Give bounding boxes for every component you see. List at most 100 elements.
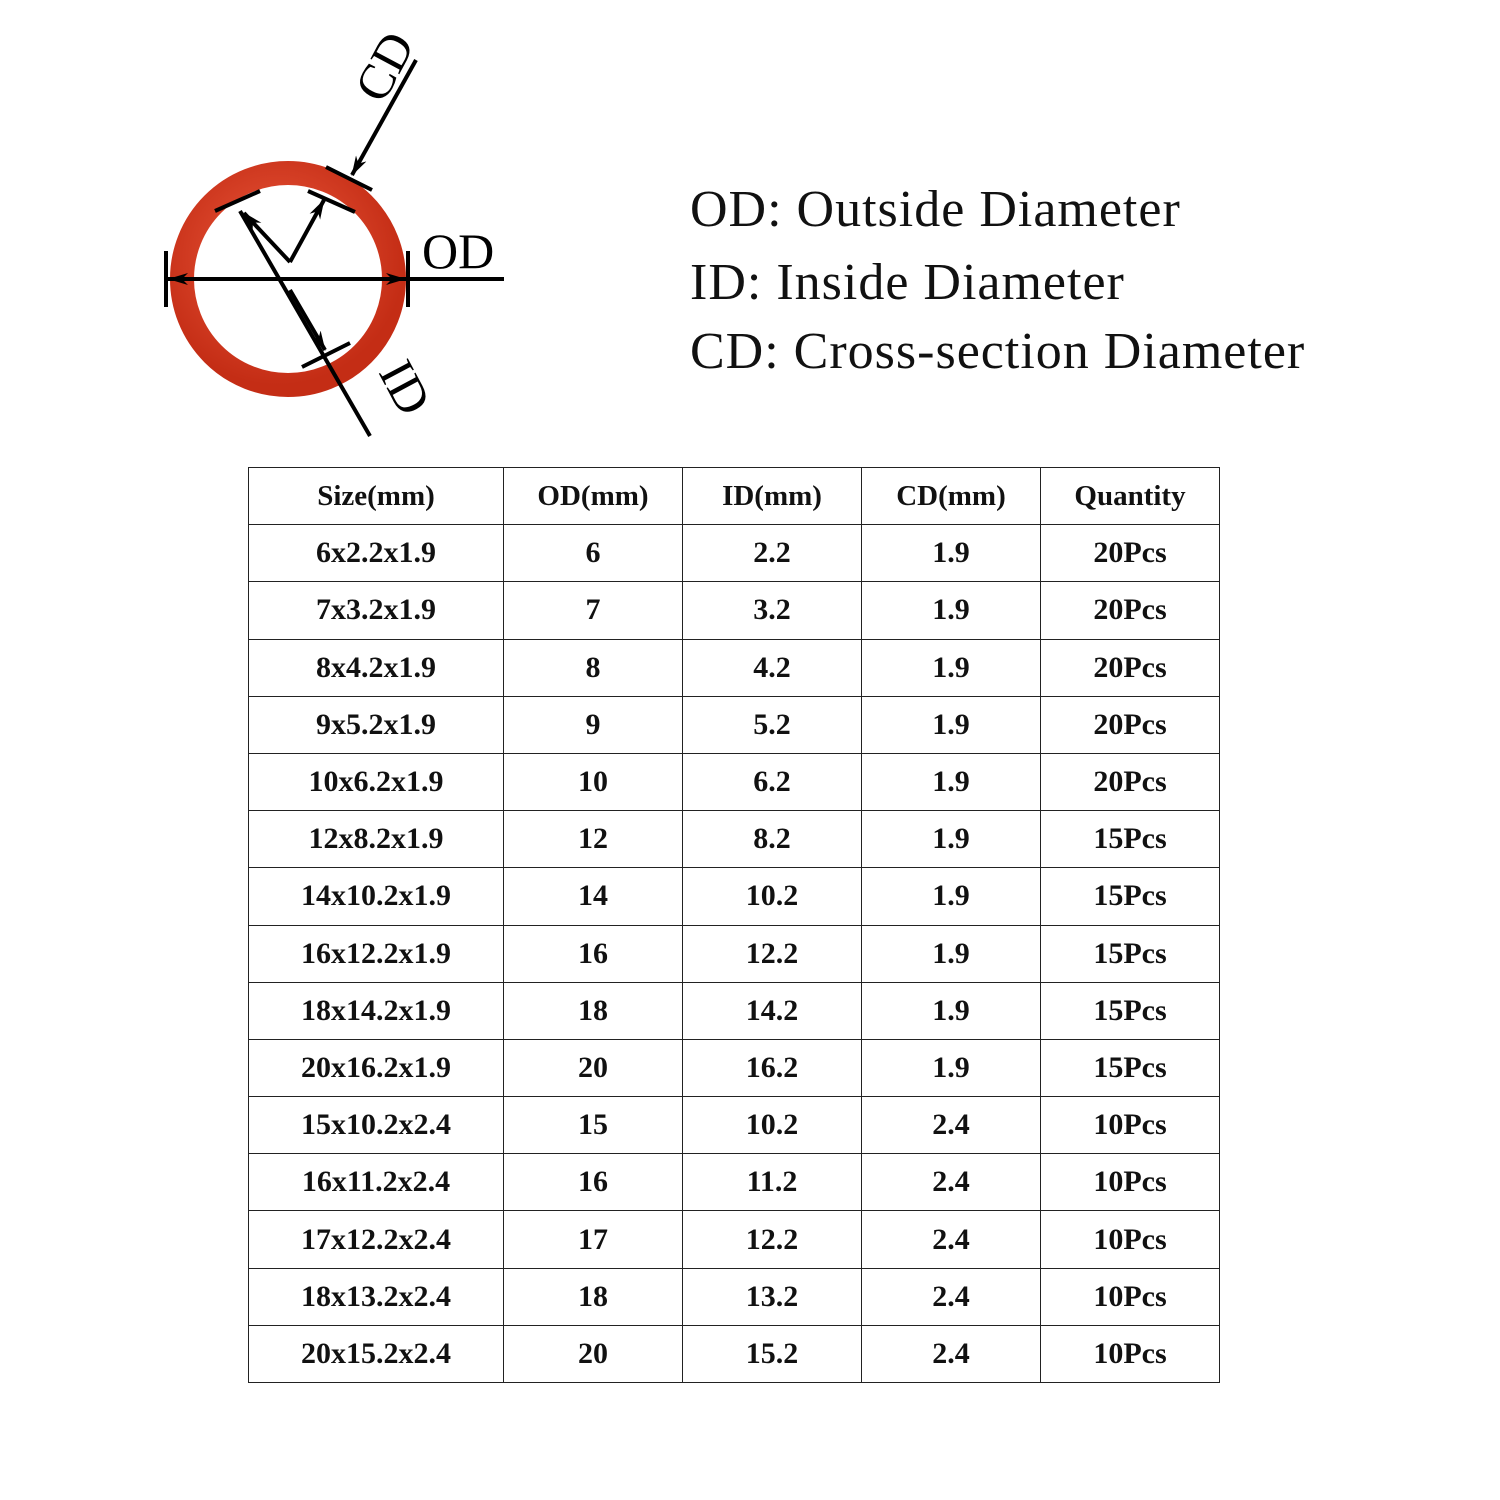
legend-id: ID: Inside Diameter — [690, 254, 1125, 311]
table-cell: 1.9 — [861, 638, 1041, 697]
column-header: CD(mm) — [861, 466, 1041, 526]
table-row: 17x12.2x2.4 17 12.2 2.4 10Pcs — [248, 1210, 1220, 1269]
table-row: 9x5.2x1.9 9 5.2 1.9 20Pcs — [248, 695, 1220, 754]
table-cell: 2.4 — [861, 1210, 1041, 1269]
table-cell: 10 — [503, 752, 683, 812]
table-cell: 14x10.2x1.9 — [248, 867, 504, 926]
table-cell: 20 — [503, 1324, 683, 1384]
table-cell: 16 — [503, 1153, 683, 1212]
table-cell: 20Pcs — [1040, 524, 1220, 583]
table-cell: 2.4 — [861, 1267, 1041, 1326]
table-cell: 6 — [503, 524, 683, 583]
table-cell: 1.9 — [861, 867, 1041, 926]
table-cell: 10x6.2x1.9 — [248, 752, 504, 812]
id-dimension — [214, 189, 372, 438]
table-cell: 18x14.2x1.9 — [248, 981, 504, 1040]
table-cell: 5.2 — [682, 695, 862, 754]
legend-cd: CD: Cross-section Diameter — [690, 323, 1306, 380]
table-cell: 1.9 — [861, 524, 1041, 583]
table-cell: 9 — [503, 695, 683, 754]
table-row: 20x15.2x2.4 20 15.2 2.4 10Pcs — [248, 1324, 1220, 1384]
table-cell: 18 — [503, 981, 683, 1040]
table-cell: 8x4.2x1.9 — [248, 638, 504, 697]
table-row: 20x16.2x1.9 20 16.2 1.9 15Pcs — [248, 1038, 1220, 1098]
table-cell: 1.9 — [861, 581, 1041, 640]
table-cell: 12.2 — [682, 924, 862, 983]
o-ring-diagram: OD CD ID — [164, 23, 504, 438]
table-cell: 8 — [503, 638, 683, 697]
table-cell: 1.9 — [861, 810, 1041, 869]
table-row: 6x2.2x1.9 6 2.2 1.9 20Pcs — [248, 524, 1220, 583]
table-cell: 10Pcs — [1040, 1267, 1220, 1326]
table-cell: 3.2 — [682, 581, 862, 640]
table-row: 7x3.2x1.9 7 3.2 1.9 20Pcs — [248, 581, 1220, 640]
cd-dimension — [325, 59, 418, 192]
table-cell: 12.2 — [682, 1210, 862, 1269]
column-header: Quantity — [1040, 466, 1220, 526]
table-cell: 10Pcs — [1040, 1153, 1220, 1212]
table-header-row: Size(mm) OD(mm) ID(mm) CD(mm) Quantity — [248, 466, 1220, 526]
table-row: 18x13.2x2.4 18 13.2 2.4 10Pcs — [248, 1267, 1220, 1326]
table-cell: 12 — [503, 810, 683, 869]
table-cell: 20x15.2x2.4 — [248, 1324, 504, 1384]
table-cell: 11.2 — [682, 1153, 862, 1212]
table-cell: 17 — [503, 1210, 683, 1269]
table-cell: 6.2 — [682, 752, 862, 812]
table-cell: 7 — [503, 581, 683, 640]
legend-od: OD: Outside Diameter — [690, 181, 1181, 238]
table-cell: 15Pcs — [1040, 810, 1220, 869]
table-cell: 4.2 — [682, 638, 862, 697]
table-row: 12x8.2x1.9 12 8.2 1.9 15Pcs — [248, 810, 1220, 869]
table-cell: 2.4 — [861, 1324, 1041, 1384]
table-cell: 20Pcs — [1040, 638, 1220, 697]
table-cell: 15Pcs — [1040, 924, 1220, 983]
table-cell: 20 — [503, 1038, 683, 1098]
table-cell: 16.2 — [682, 1038, 862, 1098]
id-label: ID — [368, 351, 442, 424]
column-header: ID(mm) — [682, 466, 862, 526]
table-row: 14x10.2x1.9 14 10.2 1.9 15Pcs — [248, 867, 1220, 926]
table-cell: 1.9 — [861, 1038, 1041, 1098]
table-row: 8x4.2x1.9 8 4.2 1.9 20Pcs — [248, 638, 1220, 697]
cd-label: CD — [343, 23, 425, 111]
table-cell: 16x12.2x1.9 — [248, 924, 504, 983]
table-cell: 14.2 — [682, 981, 862, 1040]
table-cell: 8.2 — [682, 810, 862, 869]
table-row: 10x6.2x1.9 10 6.2 1.9 20Pcs — [248, 752, 1220, 812]
table-cell: 2.4 — [861, 1096, 1041, 1155]
table-cell: 15Pcs — [1040, 1038, 1220, 1098]
table-row: 18x14.2x1.9 18 14.2 1.9 15Pcs — [248, 981, 1220, 1040]
table-cell: 2.2 — [682, 524, 862, 583]
table-cell: 15Pcs — [1040, 981, 1220, 1040]
table-cell: 20x16.2x1.9 — [248, 1038, 504, 1098]
table-row: 15x10.2x2.4 15 10.2 2.4 10Pcs — [248, 1096, 1220, 1155]
table-cell: 15Pcs — [1040, 867, 1220, 926]
table-cell: 1.9 — [861, 924, 1041, 983]
table-cell: 18x13.2x2.4 — [248, 1267, 504, 1326]
table-cell: 18 — [503, 1267, 683, 1326]
table-cell: 6x2.2x1.9 — [248, 524, 504, 583]
table-cell: 13.2 — [682, 1267, 862, 1326]
table-row: 16x12.2x1.9 16 12.2 1.9 15Pcs — [248, 924, 1220, 983]
table-cell: 20Pcs — [1040, 695, 1220, 754]
table-cell: 15x10.2x2.4 — [248, 1096, 504, 1155]
size-table: Size(mm) OD(mm) ID(mm) CD(mm) Quantity 6x2.2… — [248, 466, 1220, 1384]
table-cell: 16x11.2x2.4 — [248, 1153, 504, 1212]
table-cell: 10Pcs — [1040, 1324, 1220, 1384]
table-cell: 16 — [503, 924, 683, 983]
table-cell: 20Pcs — [1040, 752, 1220, 812]
table-cell: 10.2 — [682, 1096, 862, 1155]
table-cell: 1.9 — [861, 752, 1041, 812]
table-cell: 10Pcs — [1040, 1210, 1220, 1269]
column-header: Size(mm) — [248, 466, 504, 526]
table-row: 16x11.2x2.4 16 11.2 2.4 10Pcs — [248, 1153, 1220, 1212]
table-cell: 12x8.2x1.9 — [248, 810, 504, 869]
table-cell: 15.2 — [682, 1324, 862, 1384]
table-cell: 9x5.2x1.9 — [248, 695, 504, 754]
od-dimension — [164, 251, 504, 307]
column-header: OD(mm) — [503, 466, 683, 526]
table-cell: 10.2 — [682, 867, 862, 926]
table-cell: 7x3.2x1.9 — [248, 581, 504, 640]
table-cell: 15 — [503, 1096, 683, 1155]
table-cell: 1.9 — [861, 695, 1041, 754]
